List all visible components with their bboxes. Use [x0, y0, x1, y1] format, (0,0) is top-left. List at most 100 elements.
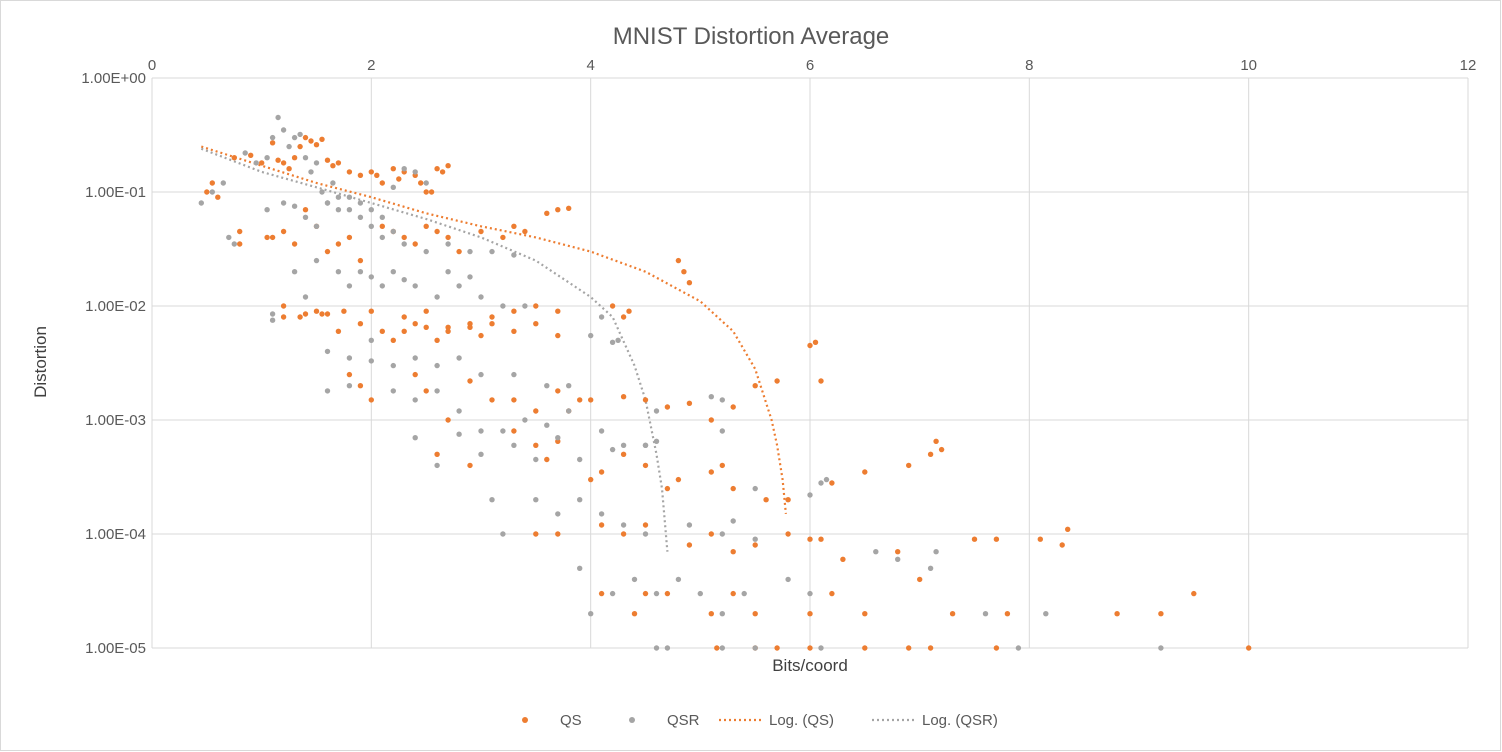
point-qsr	[478, 428, 484, 434]
point-qsr	[434, 294, 440, 300]
point-qs	[379, 223, 385, 229]
point-qsr	[642, 442, 649, 448]
point-qs	[269, 234, 276, 241]
point-qs	[708, 469, 714, 475]
point-qsr	[533, 456, 539, 463]
point-qsr	[489, 248, 495, 255]
point-qsr	[566, 383, 572, 389]
point-qsr	[588, 332, 594, 339]
point-qs	[620, 394, 627, 400]
data-points	[198, 114, 1252, 651]
point-qs	[620, 314, 627, 320]
point-qsr	[500, 428, 506, 434]
legend: QS QSR Log. (QS) Log. (QSR)	[522, 712, 998, 729]
point-qs	[511, 328, 517, 334]
point-qs	[774, 645, 780, 651]
y-tick-label: 1.00E-01	[85, 184, 146, 201]
trendlines	[200, 145, 787, 552]
point-qsr	[412, 397, 418, 403]
point-qsr	[401, 241, 407, 247]
point-qsr	[209, 189, 215, 195]
point-qsr	[368, 358, 374, 364]
point-qsr	[533, 497, 539, 503]
point-qsr	[324, 200, 331, 206]
point-qs	[862, 469, 868, 475]
point-qs	[379, 328, 385, 334]
point-qs	[434, 451, 440, 457]
point-qsr	[335, 269, 342, 275]
point-qs	[752, 542, 758, 548]
point-qs	[302, 311, 309, 317]
legend-item: Log. (QSR)	[872, 712, 998, 729]
point-qsr	[620, 442, 627, 448]
point-qsr	[330, 180, 336, 186]
point-qs	[555, 332, 561, 339]
point-qsr	[346, 207, 353, 213]
point-qsr	[933, 549, 939, 555]
point-qs	[533, 321, 539, 327]
point-qs	[269, 140, 276, 146]
point-qs	[598, 590, 605, 597]
point-qsr	[719, 611, 725, 617]
point-qs	[642, 462, 649, 469]
point-qs	[785, 497, 791, 503]
point-qsr	[220, 180, 226, 186]
point-qs	[434, 228, 440, 235]
point-qs	[927, 451, 934, 457]
point-qsr	[719, 531, 725, 537]
y-tick-label: 1.00E+00	[81, 70, 146, 87]
point-qs	[379, 180, 385, 186]
point-qsr	[379, 234, 385, 241]
point-qsr	[291, 203, 298, 209]
point-qsr	[434, 462, 440, 469]
point-qsr	[390, 388, 396, 394]
point-qsr	[511, 442, 517, 448]
point-qsr	[390, 228, 396, 235]
point-qs	[927, 645, 934, 651]
legend-label: QS	[560, 712, 582, 729]
point-qsr	[598, 314, 605, 320]
point-qs	[730, 590, 736, 597]
point-qsr	[346, 355, 353, 361]
point-qs	[664, 485, 671, 492]
point-qs	[259, 160, 265, 166]
point-qsr	[226, 234, 232, 241]
point-qsr	[368, 207, 374, 213]
point-qsr	[456, 283, 462, 289]
point-qsr	[620, 522, 627, 528]
point-qs	[478, 228, 484, 235]
point-qsr	[555, 511, 561, 517]
point-qs	[357, 321, 364, 327]
x-tick-label: 0	[148, 57, 156, 74]
point-qsr	[752, 645, 758, 651]
point-qs	[626, 308, 632, 314]
point-qs	[324, 311, 331, 317]
point-qs	[511, 308, 517, 314]
point-qsr	[719, 397, 725, 403]
point-qsr	[346, 283, 353, 289]
point-qsr	[379, 283, 385, 289]
point-qsr	[313, 160, 320, 166]
point-qs	[346, 169, 353, 175]
point-qs	[439, 169, 446, 175]
legend-marker	[629, 717, 635, 723]
point-qs	[423, 324, 429, 330]
point-qs	[335, 160, 342, 166]
point-qsr	[467, 274, 473, 280]
point-qs	[620, 531, 627, 537]
point-qsr	[785, 576, 791, 583]
point-qs	[401, 328, 407, 334]
point-qsr	[653, 438, 660, 444]
point-qs	[489, 314, 495, 320]
point-qsr	[434, 362, 440, 369]
point-qs	[533, 531, 539, 537]
point-qs	[291, 241, 298, 247]
point-qs	[308, 138, 314, 144]
point-qs	[522, 228, 528, 235]
x-tick-label: 10	[1240, 57, 1257, 74]
point-qs	[368, 397, 374, 403]
point-qs	[620, 451, 627, 457]
point-qsr	[719, 645, 725, 651]
point-qs	[1065, 526, 1071, 532]
point-qsr	[818, 480, 824, 486]
